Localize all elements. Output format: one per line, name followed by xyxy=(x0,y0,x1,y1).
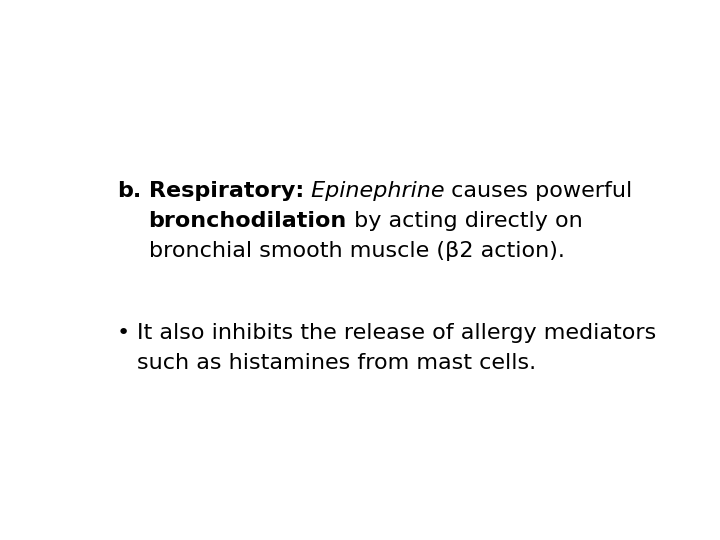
Text: Epinephrine: Epinephrine xyxy=(304,181,444,201)
Text: causes powerful: causes powerful xyxy=(444,181,633,201)
Text: such as histamines from mast cells.: such as histamines from mast cells. xyxy=(138,353,536,373)
Text: b.: b. xyxy=(117,181,141,201)
Text: Respiratory:: Respiratory: xyxy=(148,181,304,201)
Text: It also inhibits the release of allergy mediators: It also inhibits the release of allergy … xyxy=(138,322,657,342)
Text: •: • xyxy=(117,322,130,342)
Text: by acting directly on: by acting directly on xyxy=(347,211,582,231)
Text: bronchodilation: bronchodilation xyxy=(148,211,347,231)
Text: bronchial smooth muscle (β2 action).: bronchial smooth muscle (β2 action). xyxy=(148,241,564,261)
